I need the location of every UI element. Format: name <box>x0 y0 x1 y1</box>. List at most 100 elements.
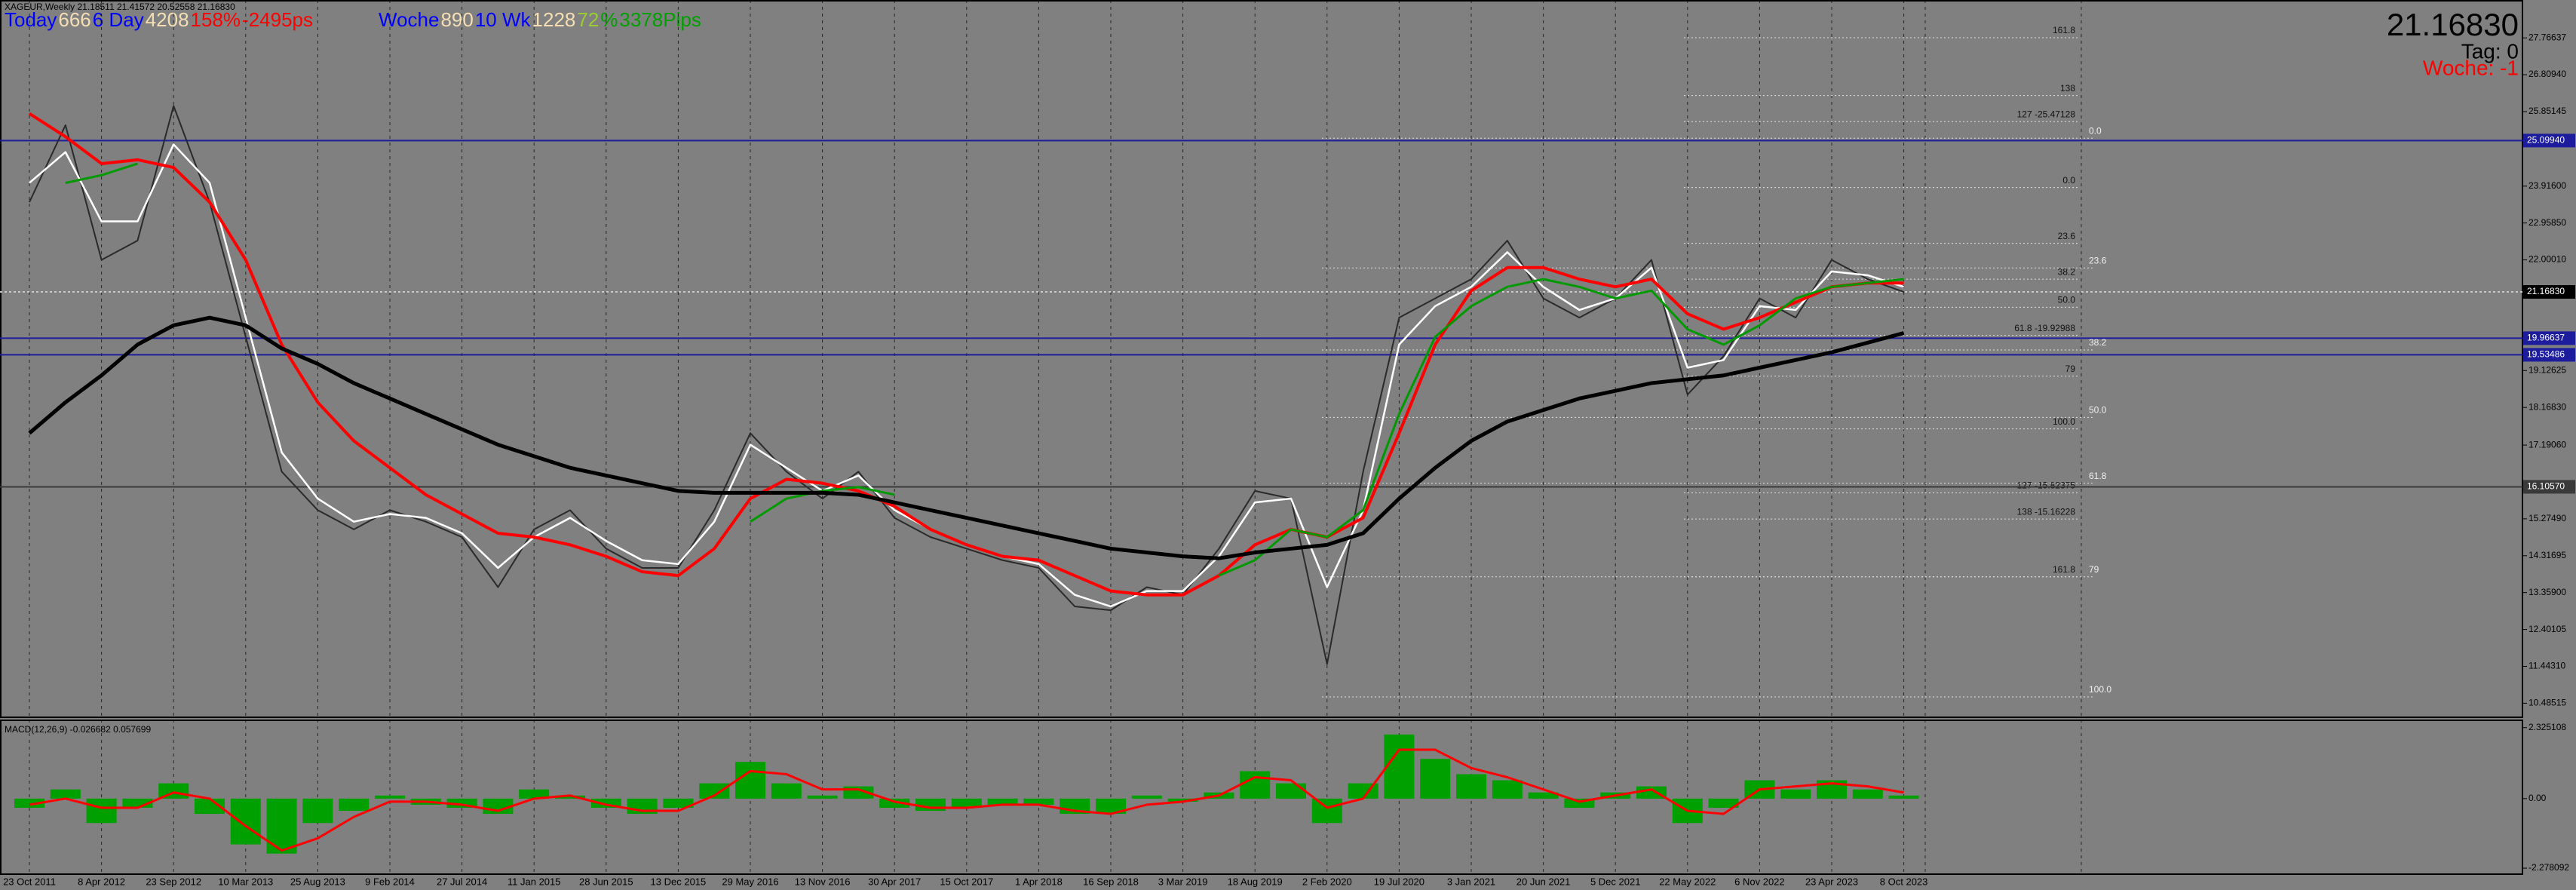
macd-bar <box>50 789 81 799</box>
fib-label: 50.0 <box>2058 295 2076 305</box>
x-tick-label: 10 Mar 2013 <box>218 876 273 887</box>
fib-label: 23.6 <box>2089 255 2107 265</box>
x-tick-label: 22 May 2022 <box>1659 876 1716 887</box>
header-woche-item: % <box>600 8 618 31</box>
level-box <box>2523 480 2575 494</box>
header-woche-item: 1228 <box>532 8 576 31</box>
x-tick-label: 1 Apr 2018 <box>1015 876 1063 887</box>
y-tick-label: 14.31695 <box>2528 550 2566 560</box>
header-woche-item: 3378Pips <box>619 8 701 31</box>
fib-label: 23.6 <box>2058 231 2076 241</box>
macd-bar <box>1311 798 1342 824</box>
x-tick-label: 23 Oct 2011 <box>3 876 56 887</box>
woche-display: Woche: -1 <box>2423 56 2519 79</box>
macd-bar <box>735 762 765 799</box>
macd-bar <box>1420 759 1451 799</box>
x-tick-label: 23 Sep 2012 <box>146 876 201 887</box>
y-tick-label: 27.76637 <box>2528 32 2566 42</box>
fib-label: 100.0 <box>2089 684 2111 695</box>
fib-label: 138 -15.16228 <box>2017 506 2076 517</box>
price-line <box>29 105 1904 665</box>
x-tick-label: 8 Apr 2012 <box>78 876 125 887</box>
x-tick-label: 29 May 2016 <box>722 876 778 887</box>
macd-bar <box>699 783 730 799</box>
level-label: 25.09940 <box>2527 135 2565 146</box>
x-tick-label: 13 Dec 2015 <box>651 876 707 887</box>
macd-bar <box>230 798 261 845</box>
x-tick-label: 15 Oct 2017 <box>940 876 993 887</box>
macd-bar <box>1240 771 1271 799</box>
fib-label: 100.0 <box>2053 416 2075 427</box>
y-tick-label: 26.80940 <box>2528 69 2566 79</box>
macd-bar <box>1528 792 1559 799</box>
level-box <box>2523 134 2575 148</box>
x-tick-label: 6 Nov 2022 <box>1734 876 1785 887</box>
x-tick-label: 30 Apr 2017 <box>868 876 921 887</box>
y-tick-label: 25.85145 <box>2528 106 2566 116</box>
macd-bar <box>1276 783 1306 799</box>
x-tick-label: 11 Jan 2015 <box>508 876 561 887</box>
header-woche-item: Woche <box>379 8 439 31</box>
x-tick-label: 2 Feb 2020 <box>1302 876 1352 887</box>
macd-title: MACD(12,26,9) -0.026682 0.057699 <box>5 724 151 735</box>
macd-bar <box>951 798 982 808</box>
y-tick-label: 22.00010 <box>2528 254 2566 265</box>
x-tick-label: 9 Feb 2014 <box>365 876 415 887</box>
macd-bar <box>375 795 405 799</box>
macd-bar <box>1852 789 1883 799</box>
fib-label: 127 -15.82375 <box>2017 480 2076 491</box>
level-box <box>2523 331 2575 345</box>
price-display: 21.16830 <box>2387 7 2519 42</box>
header-today-item: 4208 <box>146 8 189 31</box>
x-tick-label: 23 Apr 2023 <box>1805 876 1858 887</box>
header-woche-item: 10 Wk <box>475 8 532 31</box>
macd-bar <box>771 783 802 799</box>
header-today-item: Today <box>5 8 57 31</box>
y-tick-label: 11.44310 <box>2528 661 2565 671</box>
macd-bar <box>266 798 297 854</box>
x-tick-label: 18 Aug 2019 <box>1228 876 1283 887</box>
x-tick-label: 19 Jul 2020 <box>1374 876 1424 887</box>
x-tick-label: 8 Oct 2023 <box>1880 876 1928 887</box>
macd-bar <box>195 798 225 815</box>
fib-label: 61.8 -19.92988 <box>2014 323 2075 333</box>
header-today-item: 6 Day <box>93 8 144 31</box>
main-panel <box>0 0 2523 718</box>
y-tick-label: 17.19060 <box>2528 439 2566 450</box>
x-tick-label: 3 Mar 2019 <box>1158 876 1208 887</box>
tag-display: Tag: 0 <box>2461 39 2519 63</box>
macd-bar <box>555 795 585 799</box>
fib-label: 38.2 <box>2089 337 2107 348</box>
fib-label: 61.8 <box>2089 471 2107 481</box>
macd-bar <box>1636 786 1667 799</box>
macd-bar <box>519 789 550 799</box>
y-tick-label: 12.40105 <box>2528 624 2566 634</box>
macd-bar <box>339 798 370 812</box>
fib-label: 79 <box>2065 364 2076 374</box>
y-tick-label: 15.27490 <box>2528 513 2566 523</box>
price-line <box>65 162 1904 577</box>
macd-bar <box>807 795 838 799</box>
y-tick-label: 2.325108 <box>2528 722 2566 732</box>
macd-bar <box>663 798 694 808</box>
y-tick-label: 19.12625 <box>2528 364 2566 375</box>
level-box <box>2523 285 2575 299</box>
y-tick-label: 18.16830 <box>2528 401 2566 412</box>
x-tick-label: 16 Sep 2018 <box>1083 876 1139 887</box>
macd-bar <box>879 798 910 808</box>
macd-bar <box>1492 780 1523 799</box>
y-tick-label: 23.91600 <box>2528 180 2566 191</box>
level-box <box>2523 348 2575 362</box>
macd-bar <box>1023 798 1054 805</box>
fib-label: 127 -25.47128 <box>2017 109 2076 119</box>
x-tick-label: 28 Jun 2015 <box>579 876 633 887</box>
x-tick-label: 13 Nov 2016 <box>795 876 851 887</box>
fib-label: 0.0 <box>2062 175 2075 186</box>
y-tick-label: 10.48515 <box>2528 698 2566 708</box>
macd-bar <box>1131 795 1162 799</box>
x-tick-label: 25 Aug 2013 <box>290 876 345 887</box>
y-tick-label: -2.278092 <box>2528 862 2569 873</box>
y-tick-label: 13.35900 <box>2528 587 2566 597</box>
